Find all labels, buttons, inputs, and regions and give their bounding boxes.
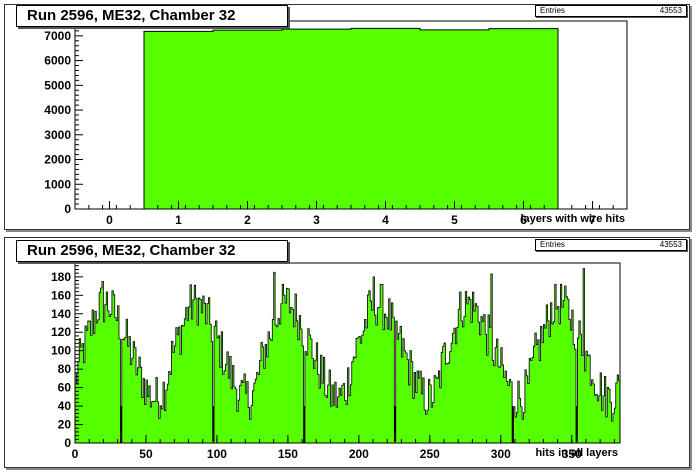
plot-title: Run 2596, ME32, Chamber 32 — [16, 5, 288, 27]
plot-frame — [74, 262, 621, 444]
x-tick-label: 250 — [420, 447, 440, 461]
y-tick-label: 40 — [58, 399, 72, 413]
y-tick-label: 140 — [51, 307, 71, 321]
y-tick-label: 80 — [58, 362, 72, 376]
x-tick-label: 100 — [207, 447, 227, 461]
x-tick-label: 350 — [562, 447, 582, 461]
y-tick-label: 7000 — [44, 29, 71, 43]
histogram-bin — [351, 28, 420, 210]
histogram-bin — [282, 29, 351, 209]
x-tick-label: 3 — [313, 213, 320, 227]
plot-title: Run 2596, ME32, Chamber 32 — [16, 240, 288, 262]
y-tick-label: 20 — [58, 418, 72, 432]
histogram-bin — [420, 29, 489, 210]
y-tick-label: 2000 — [44, 153, 71, 167]
y-tick-label: 5000 — [44, 78, 71, 92]
stats-entries-label: Entries — [540, 6, 565, 15]
x-tick-label: 7 — [589, 213, 596, 227]
histogram-outline — [143, 27, 559, 209]
stats-entries-value: 43553 — [659, 6, 682, 15]
x-tick-label: 5 — [451, 213, 458, 227]
histogram-pad-layers: 0 1000 2000 3000 4000 5000 6000 7000 0 1 2 3 4 5 6 7 lay… — [4, 4, 690, 230]
x-tick-label: 6 — [520, 213, 527, 227]
y-tick-label: 0 — [64, 436, 71, 450]
histogram-bin — [489, 28, 558, 209]
histogram-bin — [213, 30, 282, 209]
x-axis-label: hits in all layers — [535, 447, 618, 459]
y-tick-label: 4000 — [44, 103, 71, 117]
x-axis-label: layers with wire hits — [520, 213, 625, 225]
histogram-outline — [74, 268, 620, 443]
x-tick-label: 0 — [72, 447, 79, 461]
y-tick-label: 6000 — [44, 54, 71, 68]
x-tick-label: 1 — [175, 213, 182, 227]
y-tick-label: 160 — [51, 288, 71, 302]
y-tick-label: 3000 — [44, 128, 71, 142]
histogram-fill — [75, 268, 620, 443]
y-tick-label: 60 — [58, 381, 72, 395]
histogram-hits-plot: 0 20 40 60 80 100 120 140 160 180 0 50 100 150 200 250 3… — [51, 262, 621, 461]
histogram-bin — [144, 31, 213, 210]
x-tick-label: 300 — [491, 447, 511, 461]
x-tick-label: 200 — [349, 447, 369, 461]
stats-entries-value: 43553 — [659, 240, 682, 249]
x-tick-label: 150 — [278, 447, 298, 461]
x-tick-label: 50 — [139, 447, 153, 461]
stats-entries-label: Entries — [540, 240, 565, 249]
x-tick-label: 4 — [382, 213, 389, 227]
histogram-pad-hits: 0 20 40 60 80 100 120 140 160 180 0 50 100 150 200 250 3… — [4, 237, 690, 468]
stats-box: Entries 43553 — [535, 239, 687, 251]
y-tick-label: 100 — [51, 344, 71, 358]
y-tick-label: 0 — [64, 202, 71, 216]
x-tick-label: 2 — [244, 213, 251, 227]
stats-box: Entries 43553 — [535, 5, 687, 17]
y-tick-label: 180 — [51, 270, 71, 284]
y-tick-label: 1000 — [44, 177, 71, 191]
histogram-layers-plot: 0 1000 2000 3000 4000 5000 6000 7000 0 1 2 3 4 5 6 7lay… — [44, 20, 628, 227]
x-tick-label: 0 — [106, 213, 113, 227]
y-tick-label: 120 — [51, 325, 71, 339]
